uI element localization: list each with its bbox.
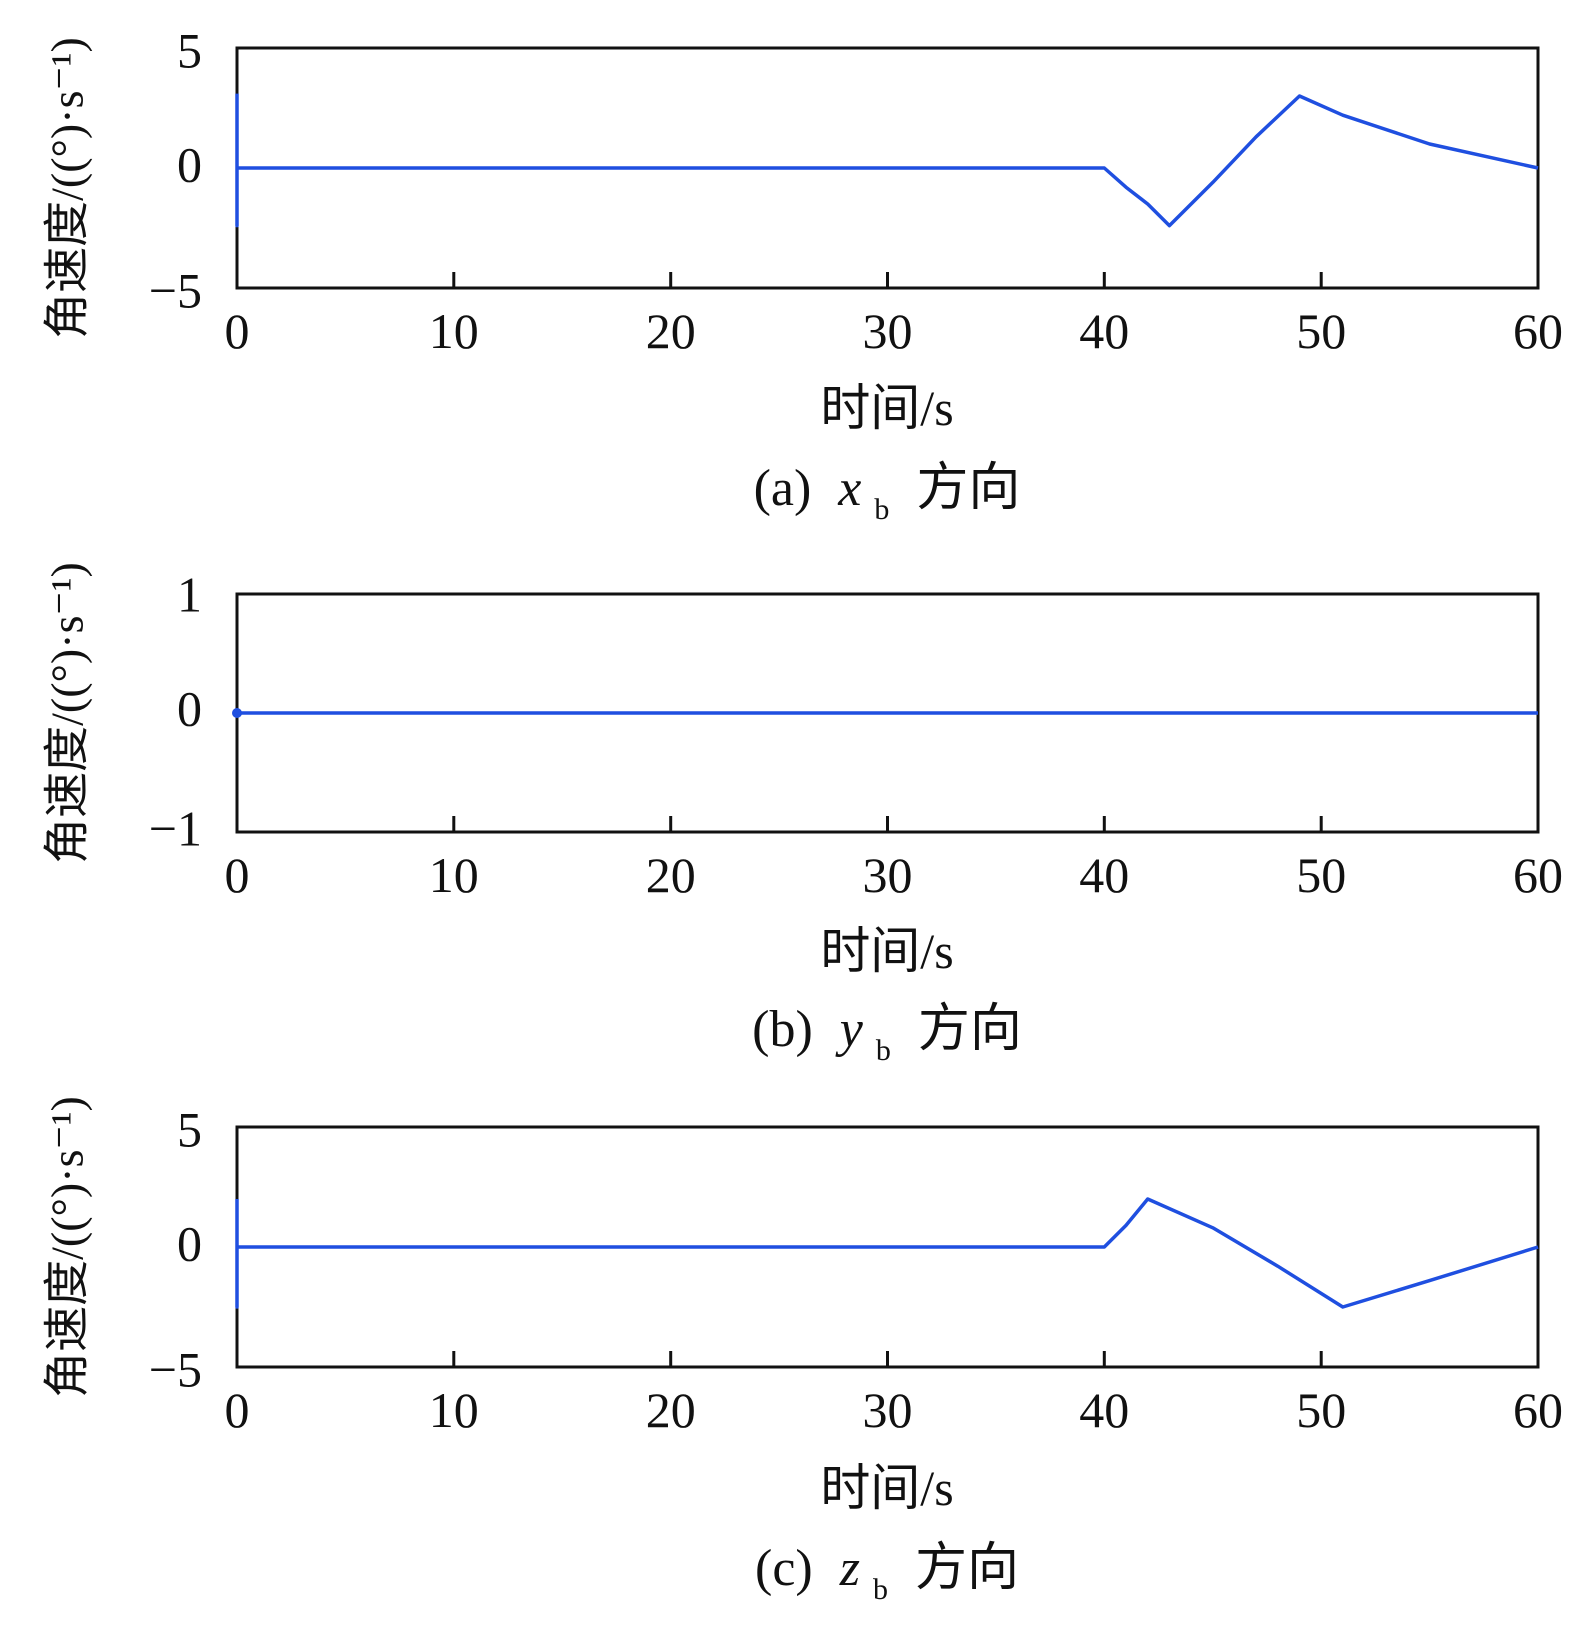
panel-a-ytick-label: 0: [177, 136, 202, 192]
panel-b-xlabel: 时间/s: [820, 923, 953, 979]
panel-c-xtick-label: 30: [863, 1382, 913, 1438]
panel-b-ytick-label: 1: [177, 566, 202, 622]
panel-c-series: [235, 1197, 1539, 1309]
panel-a-caption-suffix: 方向: [916, 460, 1020, 517]
panel-c-ytick-label: −5: [149, 1341, 202, 1397]
panel-c: 角速度/((°)·s⁻¹) 0 10 20 30 40 50 60 5 0 −5…: [42, 1096, 1564, 1611]
panel-b: 角速度/((°)·s⁻¹) 0 10 20 30 40 50 60 1 0 −1…: [42, 562, 1564, 1072]
panel-b-xtick-label: 60: [1513, 847, 1563, 903]
panel-c-xtick-label: 60: [1513, 1382, 1563, 1438]
panel-a-ytick-labels: 5 0 −5: [149, 22, 202, 318]
panel-b-xtick-label: 10: [429, 847, 479, 903]
panel-c-xtick-label: 0: [225, 1382, 250, 1438]
panel-a-caption-var: x: [837, 460, 861, 517]
panel-b-xtick-label: 40: [1079, 847, 1129, 903]
panel-b-ytick-label: −1: [149, 800, 202, 856]
panel-c-xtick-label: 50: [1296, 1382, 1346, 1438]
panel-b-xtick-label: 50: [1296, 847, 1346, 903]
panel-a-caption-prefix: (a): [754, 460, 812, 517]
panel-c-ytick-labels: 5 0 −5: [149, 1101, 202, 1397]
panel-c-xlabel: 时间/s: [820, 1460, 953, 1516]
panel-b-xtick-label: 30: [863, 847, 913, 903]
panel-a-xtick-label: 20: [646, 303, 696, 359]
panel-a-xtick-label: 60: [1513, 303, 1563, 359]
panel-c-xtick-label: 40: [1079, 1382, 1129, 1438]
panel-b-xtick-label: 20: [646, 847, 696, 903]
panel-a-series: [235, 93, 1539, 228]
panel-c-caption-prefix: (c): [755, 1540, 813, 1597]
panel-b-series-start-point: [232, 708, 242, 718]
panel-b-caption-var: y: [835, 1001, 864, 1058]
panel-b-ytick-label: 0: [177, 680, 202, 736]
panel-a-caption: (a) x b 方向: [754, 460, 1021, 531]
panel-c-xtick-label: 20: [646, 1382, 696, 1438]
panel-a-xtick-label: 40: [1079, 303, 1129, 359]
panel-c-xticks: [452, 1351, 1323, 1367]
panel-a-xticks: [452, 272, 1323, 288]
panel-a-series-line: [235, 93, 1539, 228]
panel-b-caption: (b) y b 方向: [752, 1001, 1022, 1072]
panel-b-caption-prefix: (b): [752, 1001, 813, 1058]
panel-c-series-line: [235, 1197, 1539, 1309]
panel-c-ytick-label: 0: [177, 1215, 202, 1271]
panel-a: 角速度/((°)·s⁻¹) 0 10 20 30 40 50 60 5 0 −5…: [42, 22, 1564, 531]
panel-a-xtick-label: 50: [1296, 303, 1346, 359]
panel-a-xtick-label: 30: [863, 303, 913, 359]
panel-c-caption: (c) z b 方向: [755, 1540, 1019, 1611]
panel-c-caption-sub: b: [873, 1573, 888, 1606]
panel-b-caption-suffix: 方向: [918, 1001, 1022, 1058]
panel-a-xlabel: 时间/s: [820, 380, 953, 436]
panel-b-xtick-label: 0: [225, 847, 250, 903]
panel-a-caption-sub: b: [874, 493, 889, 526]
panel-a-xtick-labels: 0 10 20 30 40 50 60: [225, 303, 1564, 359]
panel-a-ylabel: 角速度/((°)·s⁻¹): [42, 37, 93, 339]
panel-a-xtick-label: 0: [225, 303, 250, 359]
panel-a-ytick-label: 5: [177, 22, 202, 78]
panel-b-ylabel: 角速度/((°)·s⁻¹): [42, 562, 93, 864]
panel-c-ylabel: 角速度/((°)·s⁻¹): [42, 1096, 93, 1398]
panel-a-xtick-label: 10: [429, 303, 479, 359]
panel-c-xtick-label: 10: [429, 1382, 479, 1438]
panel-b-xticks: [452, 816, 1323, 832]
panel-b-xtick-labels: 0 10 20 30 40 50 60: [225, 847, 1564, 903]
panel-a-ytick-label: −5: [149, 262, 202, 318]
panel-c-caption-suffix: 方向: [915, 1540, 1019, 1597]
panel-b-caption-sub: b: [876, 1034, 891, 1067]
panel-c-caption-var: z: [839, 1540, 860, 1597]
panel-b-ytick-labels: 1 0 −1: [149, 566, 202, 856]
panel-b-series: [232, 708, 1538, 718]
panel-c-xtick-labels: 0 10 20 30 40 50 60: [225, 1382, 1564, 1438]
panel-c-ytick-label: 5: [177, 1101, 202, 1157]
